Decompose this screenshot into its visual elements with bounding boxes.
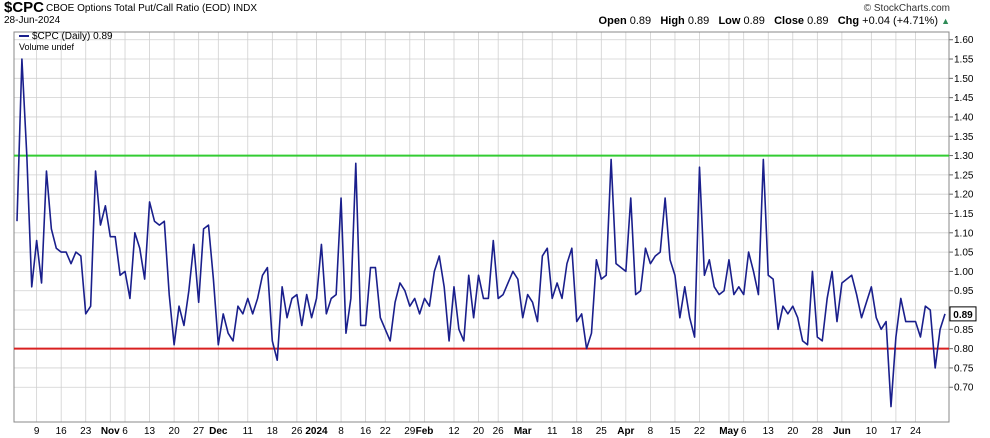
brand-watermark: © StockCharts.com [863,3,950,14]
x-tick-label: 28 [812,426,824,437]
y-tick-label: 1.20 [954,190,974,201]
low-value: 0.89 [743,15,765,27]
x-tick-label: 15 [669,426,681,437]
x-tick-label: 26 [493,426,505,437]
y-tick-label: 1.15 [954,209,974,220]
x-tick-label: 6 [741,426,747,437]
x-tick-label: 22 [380,426,392,437]
last-value-tag [949,306,977,322]
x-tick-label: 22 [694,426,706,437]
chart-header: $CPC CBOE Options Total Put/Call Ratio (… [0,0,990,32]
x-axis-tick-labels: 9 16 23 Nov 6 13 20 27 Dec 11 18 26 2024 8 16 22 29 Feb 12… [34,426,922,437]
x-tick-label: 16 [56,426,68,437]
x-tick-label: 9 [34,426,40,437]
x-tick-label: 18 [571,426,583,437]
x-tick-label: 10 [866,426,878,437]
y-tick-label: 1.50 [954,74,974,85]
close-value: 0.89 [807,15,829,27]
x-tick-label: 13 [763,426,775,437]
chg-value: +0.04 (+4.71%) [862,15,939,27]
y-tick-label: 0.70 [954,383,974,394]
legend-volume-label: Volume undef [19,42,75,52]
up-arrow-icon: ▲ [941,16,950,26]
open-label: Open [598,15,627,27]
symbol-title: $CPC [4,0,45,16]
x-tick-label: 29 [404,426,416,437]
close-label: Close [774,15,805,27]
x-tick-label: Dec [209,426,228,437]
y-tick-label: 0.75 [954,363,974,374]
exchange-label: INDX [233,3,258,14]
high-label: High [660,15,685,27]
series-line-group [16,58,946,408]
y-tick-label: 1.25 [954,170,974,181]
ohlc-readout: Open 0.89 High 0.89 Low 0.89 Close 0.89 … [599,15,950,27]
y-tick-label: 0.95 [954,286,974,297]
x-tick-label: 11 [243,426,254,437]
x-tick-label: 24 [910,426,922,437]
x-tick-label: 20 [169,426,181,437]
y-tick-label: 0.85 [954,325,974,336]
reference-lines [14,154,949,350]
last-value-label: 0.89 [953,310,973,321]
x-tick-label: 26 [291,426,303,437]
chart-date: 28-Jun-2024 [4,15,61,26]
plot-frame [13,31,950,423]
y-gridlines [14,39,953,388]
x-tick-label: 16 [360,426,372,437]
y-tick-label: 1.10 [954,228,974,239]
open-value: 0.89 [629,15,652,27]
x-gridlines [36,32,916,422]
chart-legend: $CPC (Daily) 0.89 Volume undef [19,31,113,52]
x-tick-label: 25 [596,426,608,437]
y-tick-label: 1.60 [954,35,974,46]
x-tick-label: 8 [648,426,654,437]
y-tick-label: 1.45 [954,93,974,104]
x-tick-label: Jun [833,426,851,437]
low-label: Low [718,15,741,27]
y-tick-label: 1.30 [954,151,974,162]
y-tick-label: 1.35 [954,132,974,143]
x-tick-label: 20 [787,426,799,437]
x-tick-label: 11 [547,426,558,437]
legend-series-label: $CPC (Daily) 0.89 [32,31,113,42]
x-tick-label: 23 [80,426,92,437]
x-tick-label: Apr [617,426,634,437]
y-tick-label: 1.05 [954,248,974,259]
y-tick-label: 1.00 [954,267,974,278]
x-tick-label: 2024 [305,426,328,437]
series-line [16,58,946,408]
chg-label: Chg [837,15,860,27]
x-tick-label: 8 [338,426,344,437]
y-axis-tick-labels: 1.60 1.55 1.50 1.45 1.40 1.35 1.30 1.25 1.20 1.15… [954,35,974,394]
last-value-tag-group: 0.89 [949,306,977,322]
high-value: 0.89 [687,15,710,27]
x-tick-label: May [719,426,739,437]
index-name: CBOE Options Total Put/Call Ratio (EOD) [46,3,231,14]
x-tick-label: Nov [101,426,120,437]
x-tick-label: Mar [514,426,532,437]
x-tick-label: 18 [267,426,279,437]
x-tick-label: Feb [416,426,434,437]
y-tick-label: 1.55 [954,55,974,66]
x-tick-label: 13 [144,426,156,437]
chart-name: CBOE Options Total Put/Call Ratio (EOD) … [46,3,257,14]
y-tick-label: 0.80 [954,344,974,355]
x-tick-label: 27 [193,426,205,437]
x-tick-label: 17 [890,426,902,437]
x-tick-label: 20 [473,426,485,437]
x-tick-label: 6 [122,426,128,437]
x-tick-label: 12 [448,426,460,437]
y-tick-label: 1.40 [954,112,974,123]
